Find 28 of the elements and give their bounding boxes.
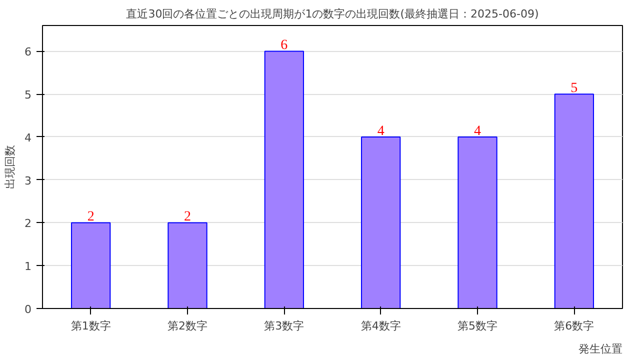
y-tick-label: 1 xyxy=(24,260,32,274)
data-label: 4 xyxy=(377,124,384,139)
x-tick-label: 第3数字 xyxy=(264,320,304,332)
data-label: 5 xyxy=(570,81,578,96)
bar xyxy=(168,222,208,308)
data-label: 2 xyxy=(87,210,94,225)
bar xyxy=(554,94,594,308)
y-axis-title: 出現回数 xyxy=(4,145,16,189)
x-tick-label: 第4数字 xyxy=(360,320,401,332)
x-tick-label: 第5数字 xyxy=(458,320,498,332)
x-tick-label: 第6数字 xyxy=(554,320,594,332)
x-axis-title: 発生位置 xyxy=(578,342,622,356)
bar xyxy=(361,136,401,308)
y-tick-label: 3 xyxy=(24,174,32,188)
y-tick-label: 6 xyxy=(24,46,32,59)
bar xyxy=(71,222,111,308)
y-tick-label: 2 xyxy=(24,217,32,230)
bar xyxy=(264,50,304,308)
y-tick-label: 5 xyxy=(24,88,32,102)
bar xyxy=(458,136,498,308)
y-tick-label: 4 xyxy=(24,131,32,144)
data-label: 2 xyxy=(184,210,191,225)
x-tick-label: 第2数字 xyxy=(168,320,208,332)
y-tick-label: 0 xyxy=(24,303,32,316)
x-tick-label: 第1数字 xyxy=(70,320,111,332)
data-label: 6 xyxy=(280,38,288,54)
chart-title: 直近30回の各位置ごとの出現周期が1の数字の出現回数(最終抽選日：2025-06-09) xyxy=(126,8,539,20)
data-label: 4 xyxy=(474,124,481,139)
